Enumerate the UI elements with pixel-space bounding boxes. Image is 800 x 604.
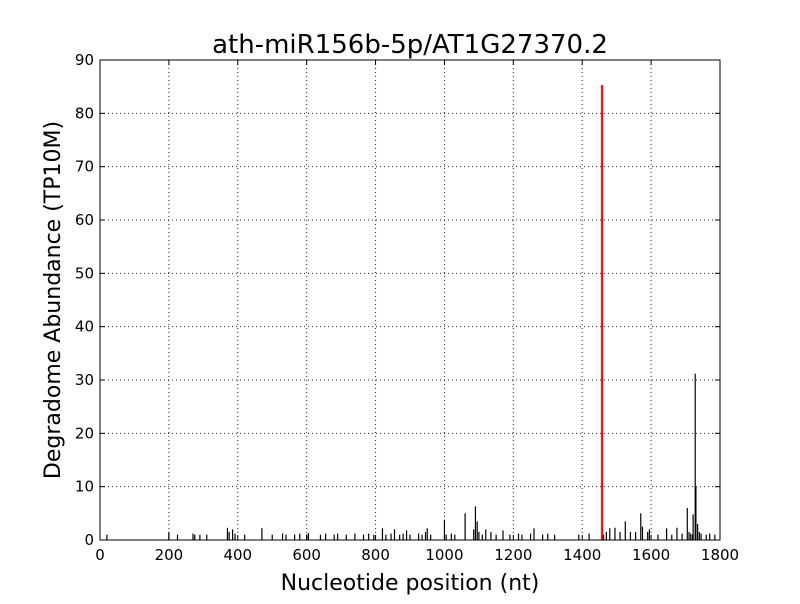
x-axis-label: Nucleotide position (nt) — [281, 571, 540, 596]
y-tick-label: 20 — [75, 424, 94, 442]
x-tick-label: 1600 — [632, 546, 670, 564]
y-tick-label: 90 — [75, 51, 94, 69]
x-tick-labels: 0 200 400 600 800 1000 1200 1400 1600 1800 — [95, 546, 739, 564]
y-tick-label: 0 — [84, 531, 94, 549]
plot-frame — [99, 59, 721, 541]
x-tick-label: 1400 — [563, 546, 601, 564]
y-tick-label: 80 — [75, 104, 94, 122]
x-tick-label: 1800 — [701, 546, 739, 564]
x-tick-label: 0 — [95, 546, 105, 564]
x-tick-label: 600 — [292, 546, 321, 564]
x-tick-label: 200 — [155, 546, 184, 564]
chart-title: ath-miR156b-5p/AT1G27370.2 — [212, 30, 608, 60]
grid-lines — [100, 60, 720, 540]
x-tick-label: 400 — [223, 546, 252, 564]
x-tick-label: 800 — [361, 546, 390, 564]
y-tick-label: 40 — [75, 318, 94, 336]
y-tick-label: 70 — [75, 158, 94, 176]
y-axis-label: Degradome Abundance (TP10M) — [41, 121, 66, 479]
bars — [106, 85, 716, 540]
y-tick-label: 50 — [75, 264, 94, 282]
y-tick-label: 10 — [75, 478, 94, 496]
axis-ticks — [99, 59, 721, 541]
y-tick-label: 30 — [75, 371, 94, 389]
y-tick-labels: 0 10 20 30 40 50 60 70 80 90 — [75, 51, 94, 549]
x-tick-label: 1000 — [425, 546, 463, 564]
x-tick-label: 1200 — [494, 546, 532, 564]
y-tick-label: 60 — [75, 211, 94, 229]
